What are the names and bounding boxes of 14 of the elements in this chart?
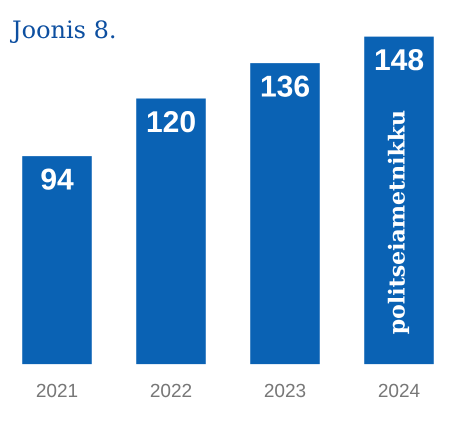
bar	[364, 36, 434, 364]
x-tick-label: 2021	[36, 380, 78, 402]
data-label: 136	[260, 70, 310, 104]
annotation: Joonis 8.	[9, 16, 116, 44]
data-label: 120	[146, 106, 196, 139]
data-label: 94	[40, 163, 74, 196]
bar	[136, 98, 206, 364]
x-tick-label: 2024	[378, 380, 421, 402]
bar	[250, 63, 320, 364]
annotation: politseiametnikku	[384, 110, 411, 334]
x-tick-label: 2023	[264, 380, 306, 402]
bar	[22, 156, 92, 364]
data-label: 148	[374, 44, 424, 77]
x-tick-label: 2022	[150, 380, 192, 402]
